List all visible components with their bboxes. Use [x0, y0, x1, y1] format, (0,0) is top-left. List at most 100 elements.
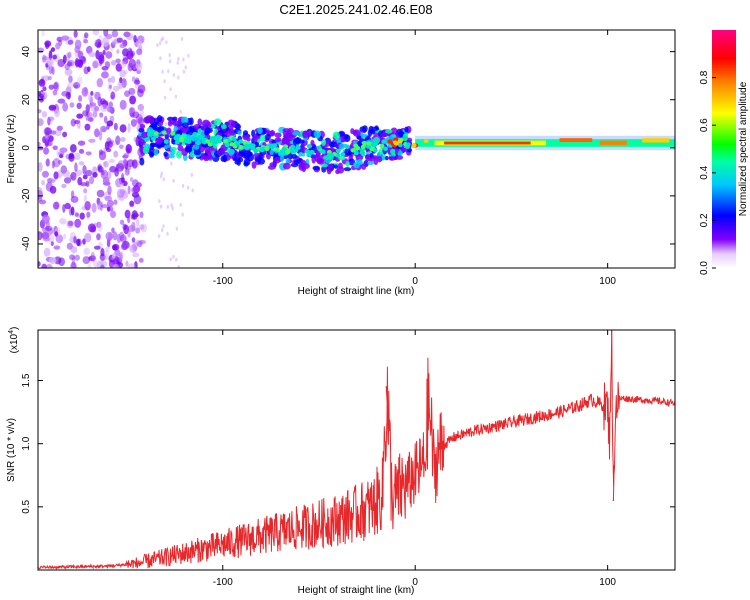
noise-blob	[90, 91, 94, 96]
noise-blob	[77, 176, 83, 186]
signal-blob	[227, 119, 235, 128]
noise-blob	[97, 200, 103, 210]
noise-blob	[67, 81, 74, 89]
spectrogram-marks	[38, 30, 675, 268]
signal-blob	[175, 150, 182, 159]
signal-core	[316, 145, 322, 150]
snr-xlabel: Height of straight line (km)	[298, 585, 415, 596]
signal-blob	[372, 155, 378, 160]
noise-blob	[73, 30, 78, 38]
signal-blob	[338, 143, 345, 150]
noise-blob	[119, 99, 127, 110]
noise-blob	[47, 137, 53, 147]
noise-blob	[112, 231, 118, 241]
noise-blob	[68, 206, 72, 216]
noise-blob	[108, 101, 113, 109]
noise-blob	[107, 77, 112, 83]
signal-blob	[395, 155, 404, 160]
signal-core	[250, 146, 256, 151]
noise-blob	[110, 41, 116, 49]
signal-core	[244, 145, 250, 151]
noise-blob	[121, 78, 127, 88]
noise-blob	[65, 52, 70, 63]
signal-blob	[184, 145, 193, 153]
noise-blob	[116, 233, 122, 243]
noise-blob	[120, 60, 127, 68]
noise-blob	[115, 177, 122, 188]
spectrogram-xlabel: Height of straight line (km)	[298, 286, 415, 297]
noise-blob	[177, 56, 180, 61]
signal-blob	[221, 124, 227, 130]
noise-blob	[38, 195, 43, 202]
snr-multiplier: (x104)	[8, 327, 20, 354]
noise-blob	[73, 81, 81, 89]
signal-blob	[311, 155, 316, 164]
signal-core	[360, 144, 366, 150]
signal-blob	[385, 129, 393, 134]
noise-blob	[68, 153, 75, 162]
noise-blob	[114, 38, 120, 45]
noise-blob	[170, 161, 173, 166]
noise-blob	[79, 212, 85, 220]
noise-blob	[52, 145, 58, 151]
noise-blob	[119, 43, 126, 49]
noise-blob	[48, 50, 53, 61]
noise-blob	[83, 194, 88, 203]
snr-ytick-label: 1.5	[21, 373, 32, 387]
noise-blob	[131, 179, 139, 187]
signal-blob	[312, 165, 320, 171]
colorbar-tick-label: 0.0	[699, 261, 710, 275]
signal-core	[344, 144, 350, 149]
noise-blob	[132, 252, 140, 258]
noise-blob	[164, 122, 168, 127]
spectrogram-ytick-label: 40	[21, 46, 32, 58]
signal-blob	[287, 153, 294, 160]
noise-blob	[117, 188, 125, 198]
noise-blob	[175, 226, 179, 231]
signal-core	[359, 150, 365, 155]
noise-blob	[50, 47, 56, 52]
noise-blob	[176, 60, 179, 65]
signal-blob	[390, 148, 396, 155]
ridge-spot	[423, 139, 429, 144]
noise-blob	[124, 90, 131, 97]
noise-blob	[96, 189, 105, 198]
signal-blob	[259, 134, 266, 142]
noise-blob	[82, 174, 88, 180]
noise-blob	[127, 47, 133, 55]
signal-blob	[333, 164, 339, 169]
noise-blob	[92, 110, 98, 118]
signal-blob	[246, 137, 251, 142]
signal-blob	[153, 148, 159, 156]
noise-blob	[163, 79, 166, 84]
noise-blob	[53, 171, 59, 180]
signal-blob	[274, 137, 282, 143]
signal-core	[199, 135, 205, 140]
noise-blob	[47, 57, 55, 68]
noise-blob	[45, 63, 49, 68]
signal-core	[405, 142, 411, 147]
ridge-spot	[397, 139, 403, 144]
noise-blob	[99, 112, 104, 118]
noise-blob	[179, 109, 182, 114]
signal-blob	[292, 131, 300, 136]
signal-core	[381, 139, 387, 144]
noise-blob	[85, 151, 92, 156]
signal-core	[306, 150, 312, 156]
signal-blob	[237, 130, 242, 136]
noise-blob	[38, 199, 47, 205]
noise-blob	[113, 150, 119, 158]
noise-blob	[97, 166, 104, 173]
noise-blob	[88, 52, 96, 58]
noise-blob	[89, 102, 97, 107]
noise-blob	[81, 87, 89, 97]
signal-blob	[310, 139, 315, 147]
ridge-spot	[393, 140, 399, 145]
noise-blob	[135, 182, 142, 188]
signal-core	[192, 131, 198, 137]
noise-blob	[52, 54, 58, 60]
noise-blob	[169, 87, 172, 92]
noise-blob	[103, 161, 107, 167]
noise-blob	[54, 108, 60, 118]
noise-blob	[177, 75, 180, 80]
